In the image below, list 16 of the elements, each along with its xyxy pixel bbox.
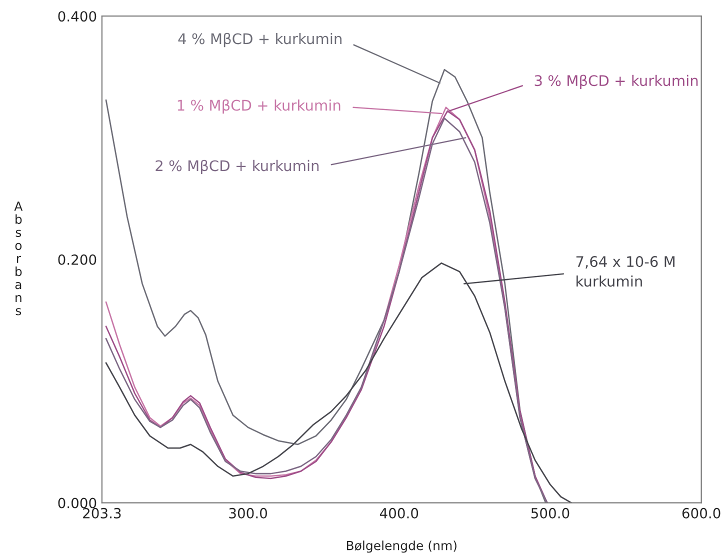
x-axis-title: Bølgelengde (nm) bbox=[346, 540, 456, 553]
x-tick-label: 600.0 bbox=[682, 508, 720, 518]
x-tick-label: 500.0 bbox=[531, 508, 570, 518]
text: Absorbans bbox=[14, 202, 23, 316]
text: 7,64 x 10-6 M kurkumin bbox=[576, 256, 674, 287]
text: 1 % MβCD + kurkumin bbox=[178, 99, 340, 114]
text: 4 % MβCD + kurkumin bbox=[178, 32, 342, 48]
y-tick-label: 0.400 bbox=[58, 11, 96, 22]
line-series bbox=[105, 262, 572, 503]
y-tick-label: 0.000 bbox=[58, 498, 96, 508]
text: 3 % MβCD + kurkumin bbox=[534, 74, 698, 89]
x-tick-label: 300.0 bbox=[229, 508, 268, 518]
x-tick-label: 203.3 bbox=[83, 508, 121, 518]
text: 2 % MβCD + kurkumin bbox=[156, 160, 319, 174]
y-tick-label: 0.200 bbox=[58, 254, 96, 265]
x-tick-label: 400.0 bbox=[380, 508, 418, 518]
